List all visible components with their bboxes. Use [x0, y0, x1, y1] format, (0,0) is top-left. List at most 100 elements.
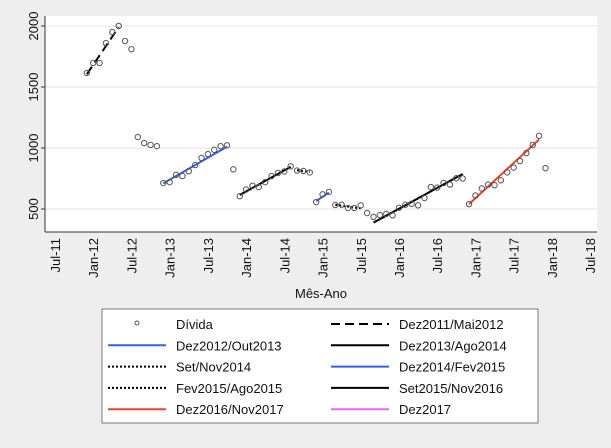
legend-item: Dez2012/Out2013 — [108, 338, 282, 353]
data-point — [478, 185, 485, 192]
legend-item: Set/Nov2014 — [108, 360, 251, 375]
data-point — [338, 201, 345, 208]
data-point — [491, 182, 498, 189]
data-point — [217, 142, 224, 150]
x-tick-label: Jan-17 — [468, 238, 483, 278]
x-tick-label: Jul-12 — [124, 238, 139, 273]
data-point — [497, 177, 505, 184]
data-point — [121, 37, 129, 45]
data-point — [115, 22, 122, 30]
data-point — [134, 133, 142, 141]
legend-label: Dívida — [176, 317, 214, 332]
data-point — [351, 204, 358, 212]
data-point — [542, 164, 549, 172]
data-point — [465, 200, 473, 208]
data-point — [166, 178, 173, 186]
legend-item: Fev2015/Ago2015 — [108, 381, 282, 396]
data-point — [363, 209, 371, 217]
data-point — [446, 181, 454, 188]
legend: Dívida Dez2011/Mai2012 Dez2012/Out2013 Dez2… — [101, 308, 539, 424]
data-point — [223, 142, 231, 149]
data-point — [236, 192, 243, 200]
legend-label: Dez2017 — [399, 402, 451, 417]
trend-line — [162, 145, 228, 185]
data-point — [319, 191, 326, 198]
data-point — [516, 157, 524, 165]
legend-item: Dez2013/Ago2014 — [331, 338, 507, 353]
data-point — [160, 179, 167, 187]
x-tick-label: Jan-16 — [392, 238, 407, 278]
data-point — [440, 179, 447, 187]
data-point — [383, 210, 390, 218]
data-point — [262, 178, 269, 186]
trend-line — [335, 203, 361, 210]
data-point — [459, 175, 466, 182]
data-point — [376, 211, 384, 219]
x-axis-title: Mês-Ano — [295, 286, 347, 301]
data-point — [306, 169, 313, 176]
legend-label: Dez2016/Nov2017 — [176, 402, 284, 417]
data-point — [344, 204, 352, 212]
data-point — [434, 184, 441, 191]
data-point — [147, 141, 154, 149]
data-point — [453, 175, 460, 182]
legend-label: Dez2011/Mai2012 — [399, 317, 504, 332]
data-point — [230, 166, 237, 173]
legend-item: Dez2017 — [331, 402, 451, 417]
legend-label: Set/Nov2014 — [176, 360, 251, 375]
x-tick-label: Jul-11 — [48, 238, 63, 272]
legend-label: Dez2014/Fev2015 — [399, 360, 505, 375]
data-point — [153, 142, 161, 150]
data-point — [293, 167, 301, 174]
legend-item: Set2015/Nov2016 — [331, 381, 503, 396]
data-point — [287, 163, 294, 170]
legend-label: Fev2015/Ago2015 — [176, 381, 282, 396]
legend-item: Dez2014/Fev2015 — [331, 360, 505, 375]
data-point — [128, 45, 135, 53]
data-point — [427, 183, 435, 191]
data-point — [300, 167, 307, 175]
data-point — [414, 202, 422, 209]
legend-label: Dez2013/Ago2014 — [399, 338, 507, 353]
data-point — [140, 139, 148, 147]
x-tick-label: Jan-18 — [545, 238, 560, 278]
data-point — [191, 161, 199, 169]
y-tick-label: 2000 — [26, 12, 41, 41]
data-point — [249, 182, 256, 190]
data-point — [472, 192, 479, 199]
legend-marker — [134, 320, 140, 326]
legend-label: Dez2012/Out2013 — [176, 338, 282, 353]
legend-label: Set2015/Nov2016 — [399, 381, 503, 396]
y-tick-label: 500 — [26, 198, 41, 220]
legend-item: Dez2016/Nov2017 — [108, 402, 284, 417]
x-tick-label: Jan-13 — [163, 238, 178, 278]
data-point — [312, 198, 320, 206]
data-point — [529, 141, 536, 149]
data-point — [268, 172, 275, 180]
legend-item: Dívida — [134, 317, 214, 332]
y-tick-label: 1000 — [26, 134, 41, 163]
x-tick-label: Jul-18 — [583, 238, 598, 273]
x-tick-label: Jul-15 — [354, 238, 369, 273]
data-point — [204, 150, 212, 158]
legend-item: Dez2011/Mai2012 — [331, 317, 504, 332]
data-point — [395, 204, 403, 211]
x-tick-label: Jul-16 — [430, 238, 445, 273]
data-point — [274, 169, 282, 177]
data-point — [90, 59, 97, 67]
data-point — [102, 39, 110, 47]
trend-line — [373, 173, 464, 224]
data-point — [179, 172, 186, 180]
data-point — [421, 194, 428, 202]
data-point — [325, 188, 333, 196]
data-point — [96, 59, 103, 67]
data-point — [281, 168, 288, 175]
legend-box — [101, 308, 539, 424]
data-point — [198, 154, 205, 162]
x-tick-label: Jul-13 — [201, 238, 216, 273]
data-point — [83, 69, 91, 77]
x-tick-label: Jul-14 — [277, 238, 292, 273]
data-point — [484, 181, 492, 188]
data-point — [389, 212, 396, 219]
y-tick-label: 1500 — [26, 73, 41, 102]
